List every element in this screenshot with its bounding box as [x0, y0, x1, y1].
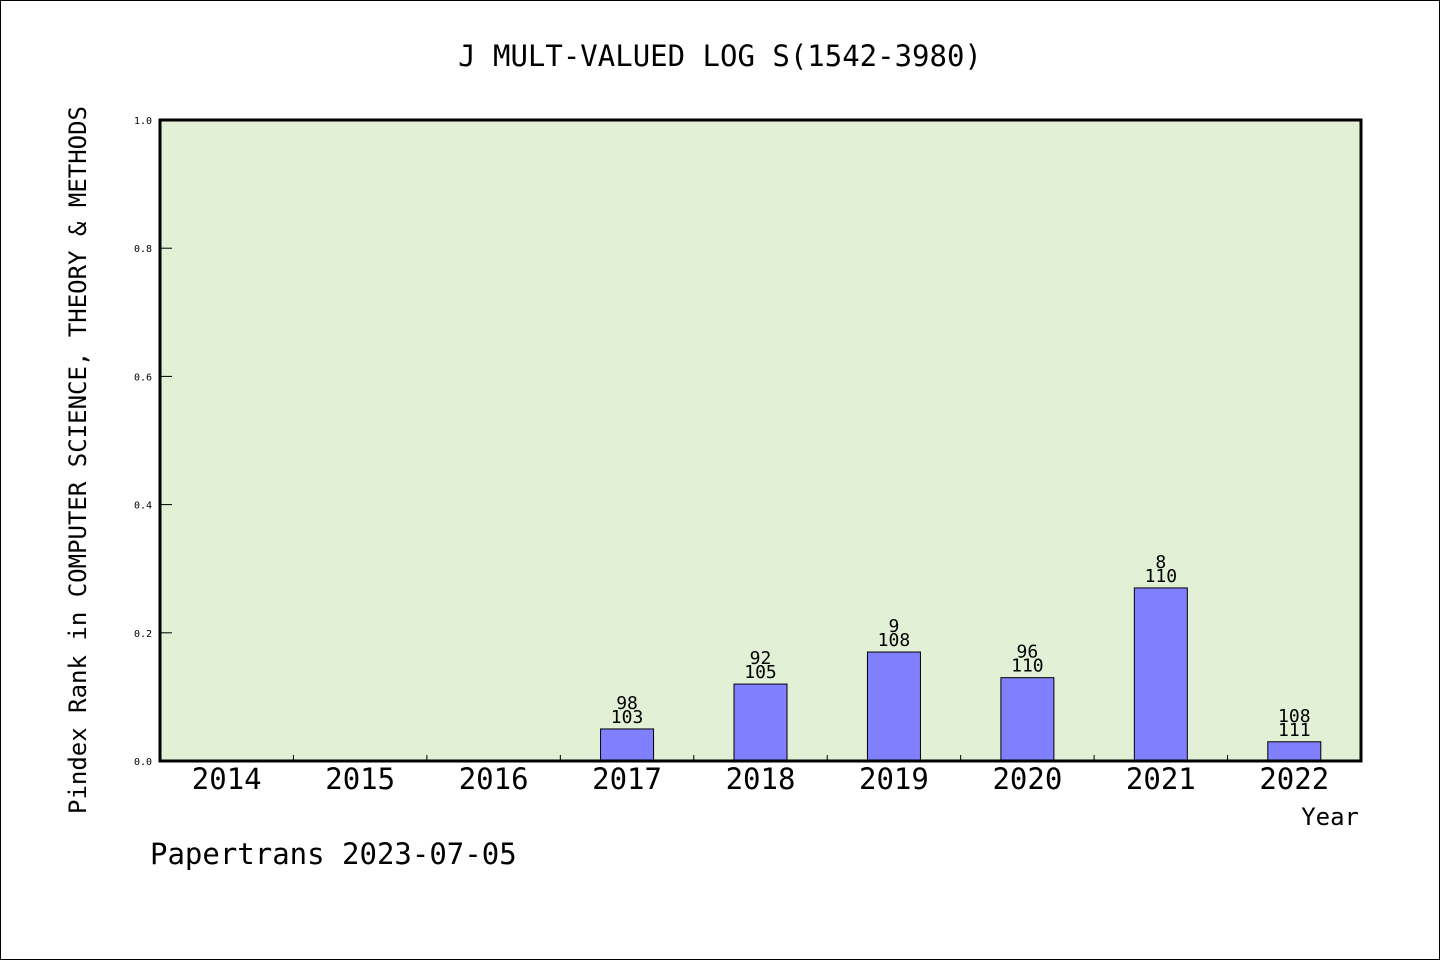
y-tick-labels: 0.0 0.2 0.4 0.6 0.8 1.0	[134, 116, 152, 768]
footer-credit: Papertrans 2023-07-05	[150, 837, 517, 871]
y-tick-label: 1.0	[134, 116, 152, 127]
bar-label-bottom: 108	[878, 630, 911, 651]
x-axis-label: Year	[1301, 803, 1359, 831]
bar-label-bottom: 110	[1011, 656, 1044, 677]
bar-label-top: 8	[1155, 552, 1166, 573]
x-tick-label: 2018	[726, 762, 796, 796]
x-tick-label: 2022	[1259, 762, 1329, 796]
bar-label-top: 108	[1278, 706, 1311, 727]
bar-label-top: 9	[889, 616, 900, 637]
y-axis-label: Pindex Rank in COMPUTER SCIENCE, THEORY …	[64, 106, 92, 814]
bar-label-bottom: 103	[611, 707, 644, 728]
y-tick-label: 0.6	[134, 372, 152, 383]
plot-border	[158, 118, 1363, 763]
bar-label-top: 96	[1017, 642, 1039, 663]
bar-2017	[600, 728, 655, 762]
bar-2019	[866, 651, 921, 762]
x-tick-label: 2014	[192, 762, 262, 796]
x-tick-labels: 2014 2015 2016 2017 2018 2019 2020 2021 2022	[192, 762, 1329, 796]
bar-2021	[1133, 587, 1188, 762]
bar-label-top: 92	[750, 648, 772, 669]
x-tick-label: 2019	[859, 762, 929, 796]
y-tick-label: 0.4	[134, 501, 152, 512]
x-tick-label: 2016	[459, 762, 529, 796]
y-tick-label: 0.2	[134, 629, 152, 640]
bars-group	[600, 587, 1322, 762]
bar-2022	[1267, 741, 1322, 762]
y-tick-label: 0.0	[134, 757, 152, 768]
y-tick-label: 0.8	[134, 244, 152, 255]
bar-label-top: 98	[616, 693, 638, 714]
bar-label-bottom: 105	[744, 662, 777, 683]
bar-2020	[1000, 677, 1055, 762]
x-tick-label: 2021	[1126, 762, 1196, 796]
bar-label-bottom: 110	[1145, 566, 1178, 587]
x-tick-label: 2020	[992, 762, 1062, 796]
bar-label-bottom: 111	[1278, 720, 1311, 741]
chart-title: J MULT-VALUED LOG S(1542-3980)	[458, 39, 982, 73]
bar-2018	[733, 683, 788, 762]
x-tick-label: 2015	[325, 762, 395, 796]
x-tick-label: 2017	[592, 762, 662, 796]
